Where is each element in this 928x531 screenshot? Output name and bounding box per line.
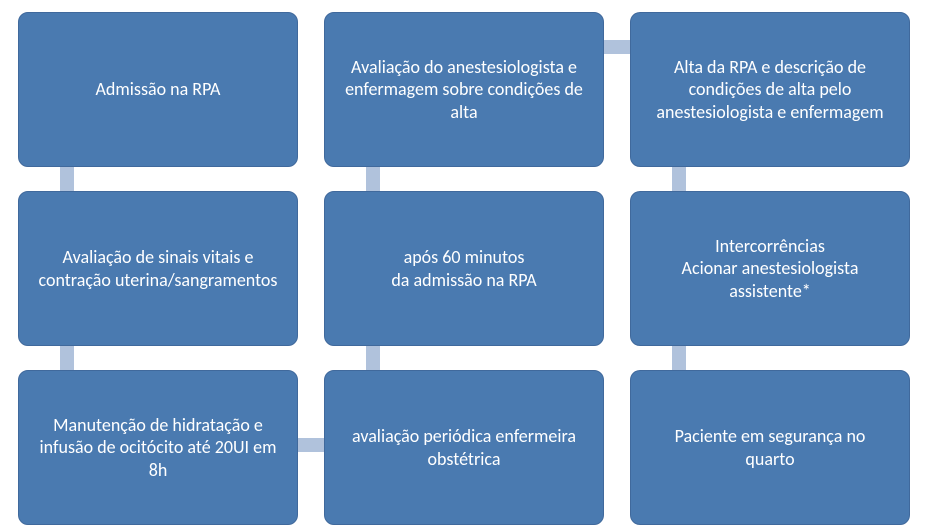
node-text: Paciente em segurança no quarto: [649, 425, 891, 470]
connector-n1-n2: [60, 164, 74, 194]
node-text: Acionar anestesiologista assistente*: [649, 257, 891, 302]
node-n9: Paciente em segurança no quarto: [630, 370, 910, 525]
connector-n2-n3: [60, 343, 74, 373]
node-text: Avaliação do anestesiologista e enfermag…: [343, 56, 585, 124]
node-text: da admissão na RPA: [391, 269, 536, 292]
connector-n7-n8: [672, 164, 686, 194]
node-n2: Avaliação de sinais vitais e contração u…: [18, 191, 298, 346]
connector-n6-n7: [601, 40, 633, 54]
node-n4: avaliação periódica enfermeira obstétric…: [324, 370, 604, 525]
flowchart-canvas: { "diagram": { "type": "flowchart", "bac…: [0, 0, 928, 531]
connector-n5-n6: [366, 164, 380, 194]
node-n1: Admissão na RPA: [18, 12, 298, 167]
node-text: avaliação periódica enfermeira obstétric…: [343, 425, 585, 470]
connector-n3-n4: [295, 438, 327, 452]
node-text: Manutenção de hidratação e infusão de oc…: [37, 414, 279, 482]
node-n8: Intercorrências Acionar anestesiologista…: [630, 191, 910, 346]
node-text: Alta da RPA e descrição de condições de …: [649, 56, 891, 124]
connector-n8-n9: [672, 343, 686, 373]
node-text: Admissão na RPA: [96, 78, 221, 101]
node-text: após 60 minutos: [404, 246, 525, 269]
node-n6: Avaliação do anestesiologista e enfermag…: [324, 12, 604, 167]
connector-n4-n5: [366, 343, 380, 373]
node-n5: após 60 minutos da admissão na RPA: [324, 191, 604, 346]
node-n7: Alta da RPA e descrição de condições de …: [630, 12, 910, 167]
node-n3: Manutenção de hidratação e infusão de oc…: [18, 370, 298, 525]
node-text: Avaliação de sinais vitais e contração u…: [37, 246, 279, 291]
node-text: Intercorrências: [715, 235, 825, 258]
